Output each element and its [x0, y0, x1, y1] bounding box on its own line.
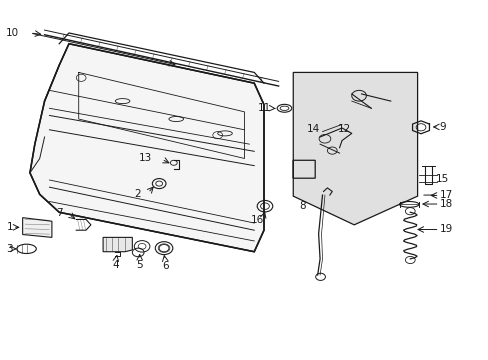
Text: 17: 17	[439, 190, 452, 201]
Text: 10: 10	[6, 28, 19, 38]
Text: 9: 9	[439, 122, 445, 132]
Text: 12: 12	[337, 124, 351, 134]
Text: 13: 13	[138, 153, 152, 163]
Text: 5: 5	[136, 260, 142, 270]
Text: 3: 3	[6, 244, 13, 254]
Text: 6: 6	[162, 261, 168, 271]
Text: 11: 11	[258, 103, 271, 113]
Text: 19: 19	[439, 225, 452, 234]
Polygon shape	[22, 218, 52, 237]
Text: 16: 16	[250, 215, 264, 225]
Text: 1: 1	[6, 222, 13, 232]
Text: 8: 8	[299, 201, 305, 211]
Text: 2: 2	[134, 189, 141, 199]
Polygon shape	[30, 44, 264, 252]
Text: 15: 15	[435, 174, 448, 184]
Polygon shape	[103, 237, 132, 252]
Text: 7: 7	[57, 208, 63, 218]
Text: 14: 14	[306, 124, 320, 134]
Polygon shape	[293, 72, 417, 225]
Text: 4: 4	[112, 260, 119, 270]
Text: 18: 18	[439, 199, 452, 209]
